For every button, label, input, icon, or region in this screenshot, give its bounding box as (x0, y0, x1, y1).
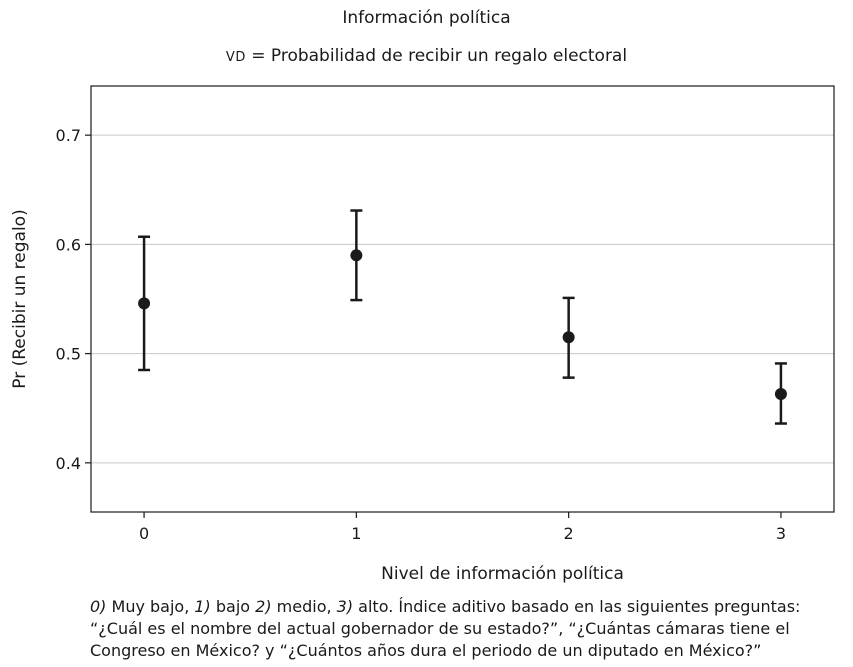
x-tick-label-2: 2 (564, 524, 574, 543)
chart-title: Información política (342, 8, 511, 28)
data-point-2 (562, 331, 575, 344)
data-point-0 (138, 297, 151, 310)
y-tick-label-3: 0.7 (56, 126, 81, 145)
data-point-1 (350, 249, 363, 262)
x-axis-label: Nivel de información política (381, 564, 624, 584)
data-point-3 (774, 388, 787, 401)
chart-footnote: 0) Muy bajo, 1) bajo 2) medio, 3) alto. … (90, 596, 850, 662)
footnote-part-3: bajo (210, 597, 256, 616)
chart-subtitle: VD = Probabilidad de recibir un regalo e… (0, 46, 853, 66)
footnote-part-4: 2) (255, 597, 272, 616)
footnote-part-1: Muy bajo, (106, 597, 195, 616)
y-tick-label-0: 0.4 (56, 454, 81, 473)
footnote-part-7: alto. Índice aditivo basado en las sigui… (90, 597, 801, 660)
footnote-part-5: medio, (271, 597, 337, 616)
x-tick-label-1: 1 (351, 524, 361, 543)
y-axis-label: Pr (Recibir un regalo) (10, 209, 30, 388)
chart-plot: 0.4 0.5 0.6 0.7 0 1 2 3 Nivel de información pol… (10, 85, 835, 584)
footnote-part-6: 3) (336, 597, 354, 616)
footnote-part-2: 1) (194, 597, 211, 616)
footnote-part-0: 0) (90, 597, 107, 616)
y-tick-label-2: 0.6 (56, 235, 81, 254)
subtitle-text: = Probabilidad de recibir un regalo elec… (245, 46, 628, 66)
subtitle-prefix: VD (225, 50, 246, 65)
plot-frame (90, 85, 835, 513)
y-tick-label-1: 0.5 (56, 345, 81, 364)
x-tick-label-0: 0 (139, 524, 149, 543)
x-tick-label-3: 3 (776, 524, 786, 543)
